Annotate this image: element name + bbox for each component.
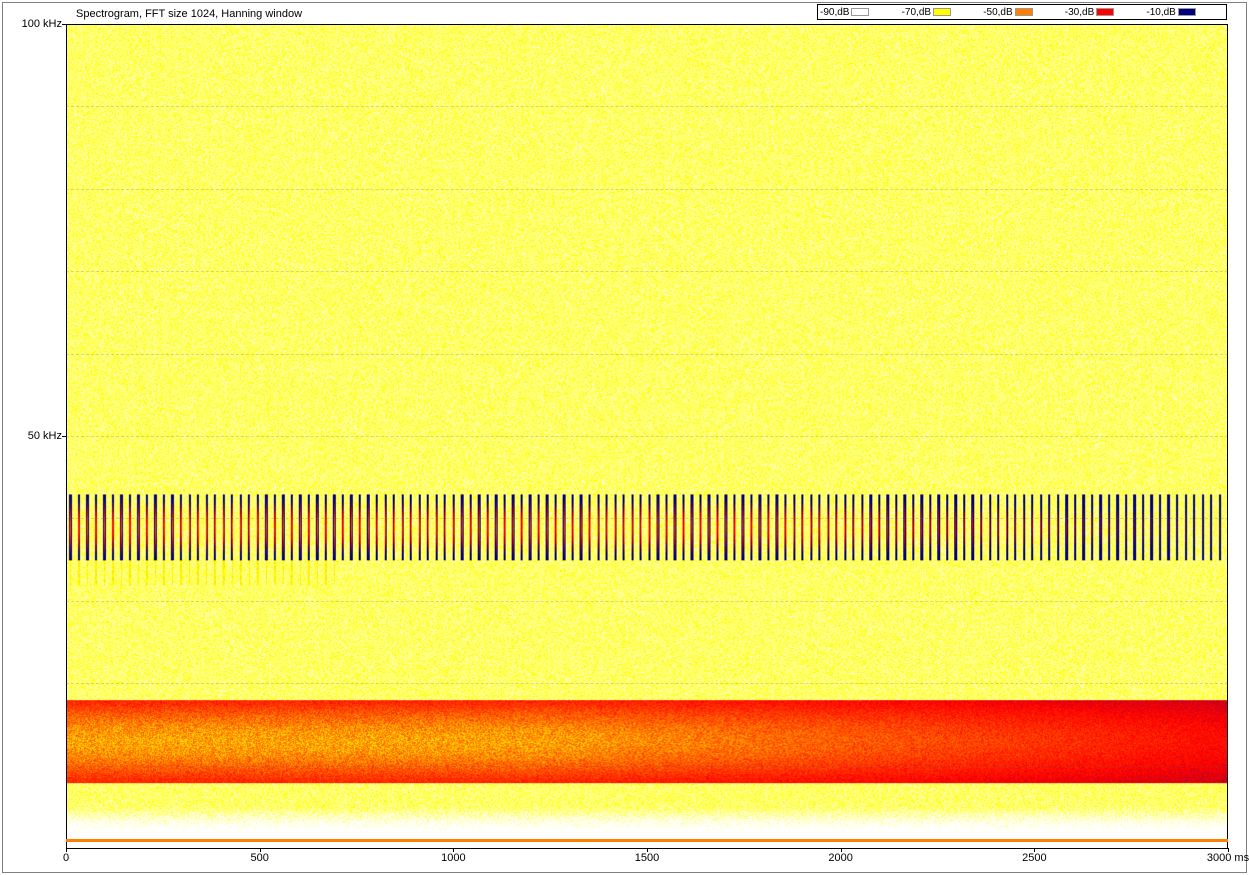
gridline — [66, 518, 1228, 519]
color-legend: -90,dB -70,dB -50,dB -30,dB -10,dB — [817, 4, 1227, 20]
x-tick-label: 0 — [63, 852, 69, 864]
legend-segment: -50,dB — [981, 5, 1063, 19]
y-tick — [62, 24, 66, 25]
legend-segment: -70,dB — [900, 5, 982, 19]
gridline — [66, 683, 1228, 684]
y-tick-label: 100 kHz — [6, 18, 62, 30]
x-tick-label: 1000 — [441, 852, 465, 864]
x-tick-label: 3000 ms — [1207, 852, 1249, 864]
legend-swatch — [1096, 8, 1114, 16]
gridline — [66, 106, 1228, 107]
legend-swatch — [933, 8, 951, 16]
legend-label: -90,dB — [820, 7, 849, 18]
x-tick-label: 2000 — [828, 852, 852, 864]
legend-swatch — [1015, 8, 1033, 16]
time-marker-bar — [66, 839, 1228, 842]
chart-title: Spectrogram, FFT size 1024, Hanning wind… — [76, 8, 302, 20]
gridline — [66, 189, 1228, 190]
legend-segment: -30,dB — [1063, 5, 1145, 19]
gridline — [66, 766, 1228, 767]
gridline — [66, 271, 1228, 272]
legend-label: -30,dB — [1065, 7, 1094, 18]
legend-label: -70,dB — [902, 7, 931, 18]
y-tick-label: 50 kHz — [6, 430, 62, 442]
legend-segment: -10,dB — [1144, 5, 1226, 19]
legend-label: -10,dB — [1146, 7, 1175, 18]
gridline — [66, 601, 1228, 602]
legend-swatch — [1178, 8, 1196, 16]
gridline — [66, 436, 1228, 437]
x-tick-label: 1500 — [635, 852, 659, 864]
legend-swatch — [851, 8, 869, 16]
gridline — [66, 354, 1228, 355]
legend-segment: -90,dB — [818, 5, 900, 19]
x-tick-label: 2500 — [1022, 852, 1046, 864]
x-tick-label: 500 — [250, 852, 268, 864]
legend-label: -50,dB — [983, 7, 1012, 18]
